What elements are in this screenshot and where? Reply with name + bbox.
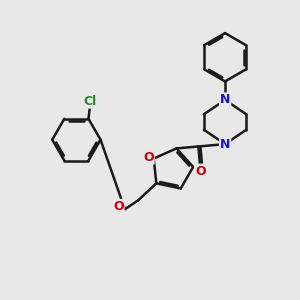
Text: Cl: Cl <box>83 94 97 108</box>
Text: O: O <box>195 165 206 178</box>
Text: N: N <box>220 93 230 106</box>
Text: O: O <box>143 151 154 164</box>
Text: N: N <box>220 138 230 151</box>
Text: O: O <box>113 200 124 213</box>
